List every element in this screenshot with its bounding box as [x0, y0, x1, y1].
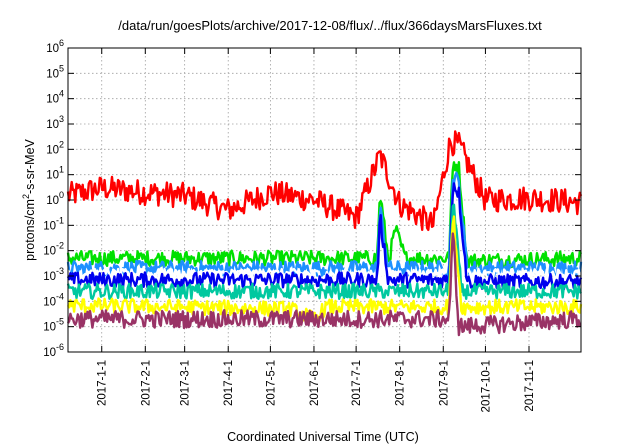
y-tick-base: 10	[46, 195, 59, 207]
y-tick-label: 106	[46, 38, 64, 55]
y-tick-label: 10-2	[43, 241, 64, 258]
y-tick-label: 10-3	[43, 266, 64, 283]
y-tick-base: 10	[43, 271, 56, 283]
x-tick-label: 2017-7-1	[351, 360, 363, 406]
x-tick-label: 2017-8-1	[395, 360, 407, 406]
y-tick-exp: 6	[59, 38, 64, 48]
y-tick-base: 10	[46, 68, 59, 80]
y-tick-exp: 5	[59, 63, 64, 73]
x-tick-label: 2017-6-1	[309, 360, 321, 406]
y-tick-label: 102	[46, 139, 64, 156]
x-tick-label: 2017-10-1	[480, 360, 492, 412]
x-tick-label: 2017-4-1	[223, 360, 235, 406]
y-tick-exp: -4	[56, 291, 64, 301]
y-tick-base: 10	[43, 322, 56, 334]
y-axis-label: protons/cm2-s-sr-MeV	[21, 138, 37, 260]
y-tick-exp: 3	[59, 114, 64, 124]
series-line-1	[66, 161, 583, 269]
y-tick-label: 10-6	[43, 342, 64, 359]
y-tick-label: 101	[46, 165, 64, 182]
y-tick-base: 10	[46, 119, 59, 131]
y-tick-exp: -3	[56, 266, 64, 276]
series-line-4	[66, 182, 583, 291]
y-tick-exp: -5	[56, 317, 64, 327]
y-tick-label: 10-1	[43, 215, 64, 232]
y-tick-base: 10	[43, 296, 56, 308]
y-tick-exp: -1	[56, 215, 64, 225]
y-tick-label: 105	[46, 63, 64, 80]
y-tick-base: 10	[46, 170, 59, 182]
x-axis: 2017-1-1 2017-2-1 2017-3-1 2017-4-1 2017-5-1…	[97, 48, 536, 412]
y-tick-exp: -2	[56, 241, 64, 251]
y-axis-label-base: protons/cm	[23, 199, 37, 261]
x-tick-label: 2017-5-1	[265, 360, 277, 406]
y-axis-label-rest: -s-sr-MeV	[23, 138, 37, 194]
y-tick-label: 10-4	[43, 291, 64, 308]
x-tick-label: 2017-3-1	[180, 360, 192, 406]
y-tick-base: 10	[43, 246, 56, 258]
y-tick-exp: 4	[59, 89, 64, 99]
y-axis-label-sup: 2	[21, 194, 31, 199]
y-tick-base: 10	[43, 347, 56, 359]
y-tick-base: 10	[46, 94, 59, 106]
x-tick-label: 2017-11-1	[524, 360, 536, 412]
y-tick-exp: 2	[59, 139, 64, 149]
series-group	[66, 130, 583, 337]
y-tick-base: 10	[46, 43, 59, 55]
y-tick-base: 10	[46, 144, 59, 156]
series-line-6	[66, 215, 583, 323]
y-tick-label: 10-5	[43, 317, 64, 334]
series-line-0	[66, 130, 583, 231]
y-tick-label: 100	[46, 190, 64, 207]
chart-title: /data/run/goesPlots/archive/2017-12-08/f…	[118, 18, 542, 33]
y-tick-label: 104	[46, 89, 64, 106]
series-line-5	[66, 203, 582, 300]
y-axis: 10-610-510-410-310-210-11001011021031041…	[43, 38, 581, 359]
x-tick-label: 2017-1-1	[97, 360, 109, 406]
y-tick-base: 10	[43, 220, 56, 232]
y-tick-label: 103	[46, 114, 64, 131]
x-tick-label: 2017-2-1	[140, 360, 152, 406]
y-tick-exp: -6	[56, 342, 64, 352]
y-tick-exp: 0	[59, 190, 64, 200]
x-axis-label: Coordinated Universal Time (UTC)	[227, 430, 419, 444]
series-line-7	[66, 232, 581, 337]
x-tick-label: 2017-9-1	[438, 360, 450, 406]
y-tick-exp: 1	[59, 165, 64, 175]
